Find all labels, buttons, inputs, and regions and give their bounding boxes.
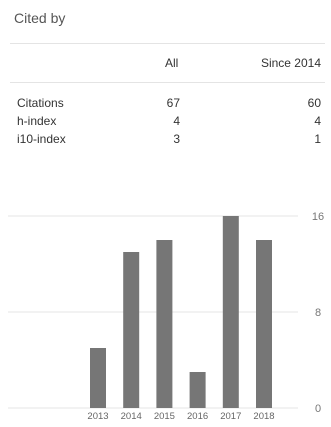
bar-2015[interactable] [156, 240, 173, 408]
stats-row-i10-index: i10-index 3 1 [0, 132, 331, 150]
x-tick-label-2013: 2013 [87, 411, 108, 422]
cited-by-title: Cited by [14, 10, 66, 26]
i10-index-label[interactable]: i10-index [17, 132, 66, 146]
x-tick-label-2016: 2016 [187, 411, 208, 422]
y-tick-label-0: 0 [315, 403, 321, 415]
y-tick-label-16: 16 [312, 211, 324, 223]
y-tick-label-8: 8 [315, 307, 321, 319]
bar-2016[interactable] [189, 372, 206, 408]
header-divider [10, 43, 325, 44]
h-index-since-value: 4 [314, 114, 321, 128]
column-header-all: All [165, 56, 179, 70]
columns-divider [10, 82, 325, 83]
x-tick-label-2018: 2018 [253, 411, 274, 422]
stats-row-citations: Citations 67 60 [0, 96, 331, 114]
h-index-all-value: 4 [173, 114, 180, 128]
column-header-since: Since 2014 [260, 56, 321, 70]
x-tick-label-2015: 2015 [154, 411, 175, 422]
bar-2017[interactable] [222, 216, 239, 408]
bar-2013[interactable] [90, 348, 106, 408]
citations-since-value: 60 [307, 96, 321, 110]
stats-row-h-index: h-index 4 4 [0, 114, 331, 132]
i10-index-all-value: 3 [173, 132, 180, 146]
x-tick-label-2017: 2017 [220, 411, 241, 422]
bar-2018[interactable] [256, 240, 272, 408]
citations-all-value: 67 [166, 96, 180, 110]
citations-label[interactable]: Citations [17, 96, 64, 110]
bar-2014[interactable] [123, 252, 140, 408]
i10-index-since-value: 1 [314, 132, 321, 146]
x-tick-label-2014: 2014 [121, 411, 142, 422]
h-index-label[interactable]: h-index [17, 114, 57, 128]
